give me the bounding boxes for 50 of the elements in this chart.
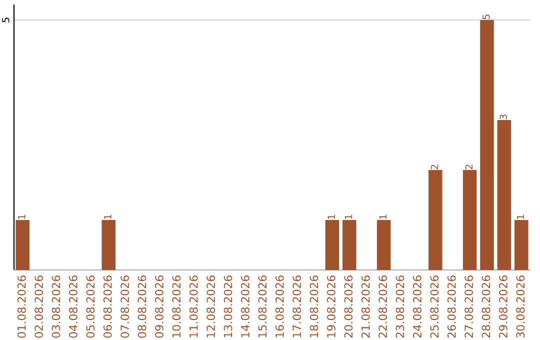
- x-tick-label: 08.08.2026: [138, 276, 146, 338]
- x-tick-label: 05.08.2026: [86, 276, 95, 338]
- x-tick-label: 21.08.2026: [361, 276, 370, 338]
- data-label: 1: [379, 214, 386, 219]
- data-label: 1: [18, 214, 26, 219]
- data-label: 1: [328, 214, 335, 219]
- x-tick-label: 27.08.2026: [464, 276, 474, 338]
- x-tick-label: 26.08.2026: [447, 276, 456, 338]
- x-tick-label: 14.08.2026: [241, 276, 250, 338]
- bar: [102, 220, 116, 270]
- x-tick-label: 28.08.2026: [482, 276, 490, 338]
- x-tick-label: 10.08.2026: [172, 276, 181, 338]
- x-tick-label: 11.08.2026: [189, 276, 198, 338]
- x-tick-label: 01.08.2026: [17, 276, 26, 338]
- bar: [497, 120, 512, 270]
- data-label: 1: [104, 214, 112, 219]
- x-tick-label: 29.08.2026: [499, 276, 508, 338]
- x-tick-label: 02.08.2026: [34, 276, 44, 338]
- bar: [514, 220, 528, 270]
- data-label: 2: [430, 164, 438, 170]
- x-tick-label: 25.08.2026: [430, 276, 439, 338]
- data-label: 3: [500, 114, 508, 120]
- x-tick-label: 12.08.2026: [206, 276, 216, 338]
- x-tick-label: 13.08.2026: [224, 276, 232, 338]
- x-tick-label: 06.08.2026: [103, 276, 112, 338]
- x-tick-label: 04.08.2026: [69, 276, 78, 338]
- x-tick-label: 20.08.2026: [344, 276, 353, 338]
- bar: [480, 20, 494, 270]
- data-label: 2: [465, 164, 472, 170]
- bar: [462, 170, 477, 270]
- x-tick-label: 17.08.2026: [292, 276, 302, 338]
- bar: [325, 220, 340, 270]
- bar: [376, 220, 391, 270]
- x-tick-label: 23.08.2026: [396, 276, 404, 338]
- x-tick-label: 16.08.2026: [275, 276, 284, 338]
- x-tick-label: 18.08.2026: [310, 276, 318, 338]
- data-label: 5: [482, 14, 490, 20]
- bar: [16, 220, 30, 270]
- x-tick-label: 03.08.2026: [52, 276, 60, 338]
- x-tick-label: 19.08.2026: [327, 276, 336, 338]
- bar: [428, 170, 442, 270]
- bar: [342, 220, 356, 270]
- x-tick-label: 07.08.2026: [120, 276, 130, 338]
- data-label: 1: [516, 214, 524, 219]
- x-tick-label: 30.08.2026: [516, 276, 525, 338]
- data-label: 1: [344, 214, 352, 219]
- x-tick-label: 15.08.2026: [258, 276, 267, 338]
- x-tick-label: 24.08.2026: [413, 276, 422, 338]
- x-tick-label: 22.08.2026: [378, 276, 388, 338]
- x-tick-label: 09.08.2026: [155, 276, 164, 338]
